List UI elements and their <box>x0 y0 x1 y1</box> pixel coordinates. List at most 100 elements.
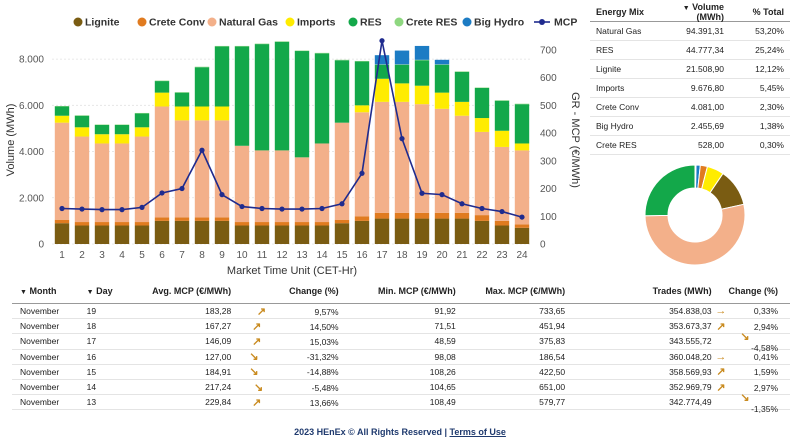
daily-row[interactable]: November 17 146,09 ↗ 15,03% 48,59 375,83 … <box>12 331 790 353</box>
daily-header-max[interactable]: Max. MCP (€/MWh) <box>485 285 566 296</box>
daily-max-mcp: 186,54 <box>539 351 566 362</box>
daily-header-change[interactable]: Change (%) <box>289 285 339 296</box>
energy-mix-row[interactable]: Big Hydro 2.455,69 1,38% <box>590 117 790 136</box>
bar-segment <box>254 44 270 151</box>
bar-segment <box>414 60 430 86</box>
daily-month: November <box>20 382 60 393</box>
daily-month: November <box>20 306 60 317</box>
daily-avg-mcp: 184,91 <box>205 366 232 377</box>
donut-slice[interactable] <box>694 164 697 189</box>
daily-change-value: -31,32% <box>306 352 339 363</box>
energy-mix-row[interactable]: RES 44.777,34 25,24% <box>590 41 790 60</box>
bar-segment <box>254 150 270 223</box>
energy-mix-header-volume[interactable]: ▼ Volume (MWh) <box>652 2 724 22</box>
donut-slice[interactable] <box>644 203 746 266</box>
bar-segment <box>354 105 370 113</box>
bar-segment <box>174 106 190 121</box>
daily-change: ↘ -31,32% <box>231 350 338 363</box>
mcp-point <box>459 201 465 207</box>
bar-segment <box>494 225 510 244</box>
energy-mix-header-name[interactable]: Energy Mix <box>596 6 645 17</box>
mcp-line <box>61 40 523 218</box>
daily-max-mcp: 451,94 <box>539 321 566 332</box>
daily-trades-change: ↘-1,35% <box>712 391 790 414</box>
bar-segment <box>234 222 250 226</box>
hourly-volume-chart: Lignite Crete Conv Natural Gas Imports RES Cr… <box>5 17 581 278</box>
bar-segment <box>374 78 390 102</box>
bar-segment <box>414 218 430 244</box>
daily-day: 15 <box>86 366 97 377</box>
x-tick-label: 22 <box>476 250 488 261</box>
mcp-point <box>499 208 505 215</box>
bar-segment <box>434 59 450 65</box>
mcp-point <box>359 170 365 176</box>
daily-row[interactable]: November 19 183,28 ↗ 9,57% 91,92 733,65 3… <box>12 304 790 320</box>
daily-row[interactable]: November 16 127,00 ↘ -31,32% 98,08 186,54… <box>12 350 790 365</box>
bar-segment <box>394 212 410 219</box>
energy-mix-row[interactable]: Imports 9.676,80 5,45% <box>590 79 790 98</box>
daily-header-trades[interactable]: Trades (MWh) <box>652 285 712 296</box>
daily-header-change2[interactable]: Change (%) <box>728 285 779 296</box>
x-tick-label: 23 <box>496 250 508 261</box>
trend-up-icon: ↗ <box>716 320 726 333</box>
energy-mix-row[interactable]: Crete RES 528,00 0,30% <box>590 136 790 155</box>
bar-segment <box>134 136 150 223</box>
energy-mix-header-pct[interactable]: % Total <box>752 6 784 17</box>
daily-header-min[interactable]: Min. MCP (€/MWh) <box>377 285 456 296</box>
daily-row[interactable]: November 13 229,84 ↗ 13,66% 108,49 579,77… <box>12 392 790 414</box>
daily-max-mcp: 733,65 <box>539 306 566 317</box>
daily-trades: 358.569,93 <box>669 366 712 377</box>
bar-segment <box>334 60 350 123</box>
bar-segment <box>494 100 510 131</box>
daily-change: ↘ -5,48% <box>231 381 339 394</box>
x-tick-label: 5 <box>139 250 145 261</box>
x-tick-label: 16 <box>356 250 368 261</box>
trend-down-icon: ↘ <box>740 391 750 404</box>
daily-header-avg[interactable]: Avg. MCP (€/MWh) <box>152 285 232 296</box>
donut-slice[interactable] <box>644 164 696 217</box>
energy-mix-source: RES <box>596 45 614 55</box>
daily-trades: 343.555,72 <box>669 336 712 347</box>
daily-trades-change: → 0,41% <box>712 351 790 363</box>
trend-down-icon: ↘ <box>249 366 259 379</box>
mcp-point <box>259 205 265 212</box>
mcp-point <box>519 214 525 220</box>
legend-marker-mcp <box>539 19 545 25</box>
legend-label-imports: Imports <box>297 17 336 29</box>
bar-segment <box>194 120 210 218</box>
bar-segment <box>354 112 370 217</box>
mcp-point <box>379 38 385 44</box>
bar-segment <box>414 85 430 105</box>
energy-mix-row[interactable]: Lignite 21.508,90 12,12% <box>590 60 790 79</box>
y2-tick-label: 500 <box>540 101 557 112</box>
sort-desc-icon: ▼ <box>682 4 690 12</box>
energy-mix-row[interactable]: Natural Gas 94.391,31 53,20% <box>590 22 790 41</box>
daily-trades: 353.673,37 <box>669 321 712 332</box>
daily-month: November <box>20 351 60 362</box>
daily-min-mcp: 71,51 <box>434 321 456 332</box>
x-tick-label: 1 <box>59 250 65 261</box>
bar-segment <box>54 122 70 220</box>
bar-segment <box>134 222 150 226</box>
x-tick-label: 4 <box>119 250 125 261</box>
daily-header-day[interactable]: ▼ Day <box>77 286 132 296</box>
bar-segment <box>134 113 150 128</box>
daily-header-month[interactable]: ▼ Month <box>12 286 77 296</box>
bar-segment <box>454 101 470 116</box>
daily-row[interactable]: November 18 167,27 ↗ 14,50% 71,51 451,94 … <box>12 319 790 335</box>
legend-swatch-natural_gas <box>207 17 217 27</box>
terms-of-use-link[interactable]: Terms of Use <box>449 427 506 437</box>
bar-segment <box>154 217 170 221</box>
footer: 2023 HEnEx © All Rights Reserved | Terms… <box>0 427 800 437</box>
daily-day: 14 <box>86 382 97 393</box>
bar-segment <box>514 104 530 144</box>
bar-segment <box>334 223 350 244</box>
daily-row[interactable]: November 15 184,91 ↘ -14,88% 108,26 422,5… <box>12 365 790 380</box>
legend-label-natural_gas: Natural Gas <box>219 17 278 29</box>
bar-segment <box>114 222 130 226</box>
daily-row[interactable]: November 14 217,24 ↘ -5,48% 104,65 651,00… <box>12 380 790 396</box>
daily-day: 17 <box>86 336 97 347</box>
x-tick-label: 20 <box>436 250 448 261</box>
energy-mix-row[interactable]: Crete Conv 4.081,00 2,30% <box>590 98 790 117</box>
x-tick-label: 9 <box>219 250 225 261</box>
